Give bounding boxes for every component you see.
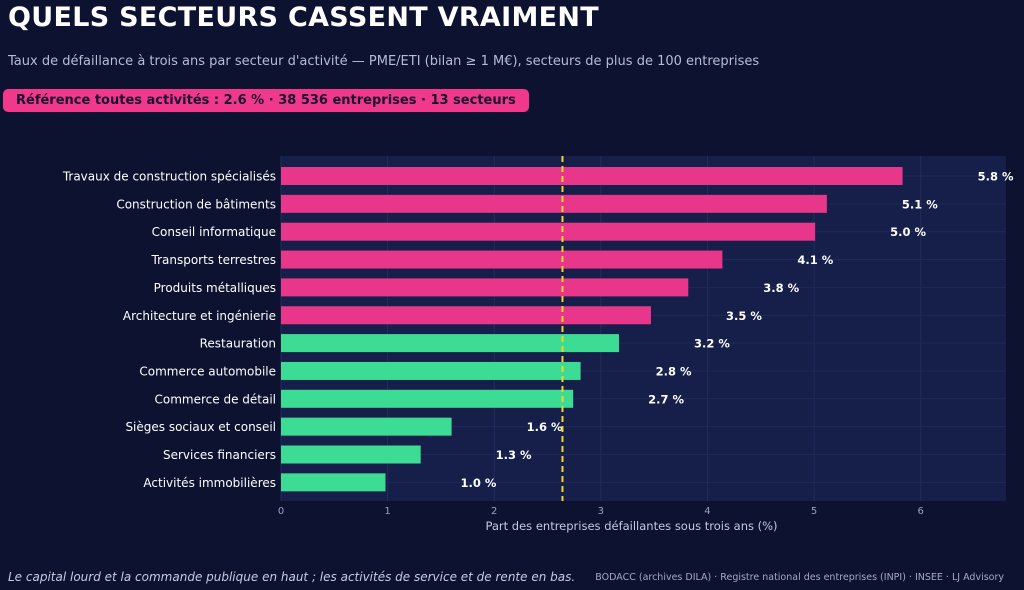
value-label: 4.1 % — [797, 253, 833, 267]
value-label: 3.8 % — [763, 281, 799, 295]
bar — [281, 167, 903, 185]
bar — [281, 306, 651, 325]
value-label: 5.0 % — [890, 225, 926, 239]
page-subtitle: Taux de défaillance à trois ans par sect… — [8, 54, 760, 69]
source-note: BODACC (archives DILA) · Registre nation… — [595, 572, 1004, 583]
bar — [281, 389, 574, 408]
bar — [281, 334, 619, 353]
x-tick-label: 6 — [918, 506, 924, 517]
category-label: Activités immobilières — [143, 476, 276, 490]
bar — [281, 250, 723, 269]
bar — [281, 222, 816, 241]
x-tick-label: 2 — [491, 506, 497, 517]
reference-badge: Référence toutes activités : 2.6 % · 38 … — [3, 89, 529, 112]
bar — [281, 417, 452, 436]
category-label: Transports terrestres — [151, 253, 277, 267]
category-label: Commerce de détail — [155, 392, 277, 406]
plot-area — [281, 156, 1006, 501]
value-label: 3.2 % — [694, 337, 730, 351]
x-tick-label: 3 — [598, 506, 604, 517]
category-label: Restauration — [200, 337, 276, 351]
value-label: 1.0 % — [460, 476, 496, 490]
value-label: 5.1 % — [902, 197, 938, 211]
value-label: 5.8 % — [978, 170, 1014, 184]
x-tick-label: 4 — [704, 506, 710, 517]
x-axis-label: Part des entreprises défaillantes sous t… — [485, 519, 777, 533]
value-label: 1.3 % — [496, 448, 532, 462]
category-label: Services financiers — [163, 448, 276, 462]
value-label: 2.8 % — [656, 364, 692, 378]
value-label: 3.5 % — [726, 309, 762, 323]
category-label: Commerce automobile — [139, 364, 276, 378]
category-label: Conseil informatique — [152, 225, 276, 239]
category-label: Sièges sociaux et conseil — [125, 420, 276, 434]
bar — [281, 445, 421, 464]
category-label: Produits métalliques — [154, 281, 276, 295]
bar — [281, 194, 827, 213]
value-label: 2.7 % — [648, 392, 684, 406]
bar — [281, 278, 689, 297]
bar — [281, 473, 386, 492]
x-tick-label: 0 — [278, 506, 284, 517]
page-title: QUELS SECTEURS CASSENT VRAIMENT — [8, 2, 599, 33]
category-label: Construction de bâtiments — [116, 197, 276, 211]
chart-caption: Le capital lourd et la commande publique… — [8, 570, 576, 584]
x-tick-label: 1 — [384, 506, 390, 517]
category-label: Architecture et ingénierie — [123, 309, 276, 323]
bar — [281, 361, 581, 380]
category-label: Travaux de construction spécialisés — [62, 170, 276, 184]
value-label: 1.6 % — [527, 420, 563, 434]
x-tick-label: 5 — [811, 506, 817, 517]
